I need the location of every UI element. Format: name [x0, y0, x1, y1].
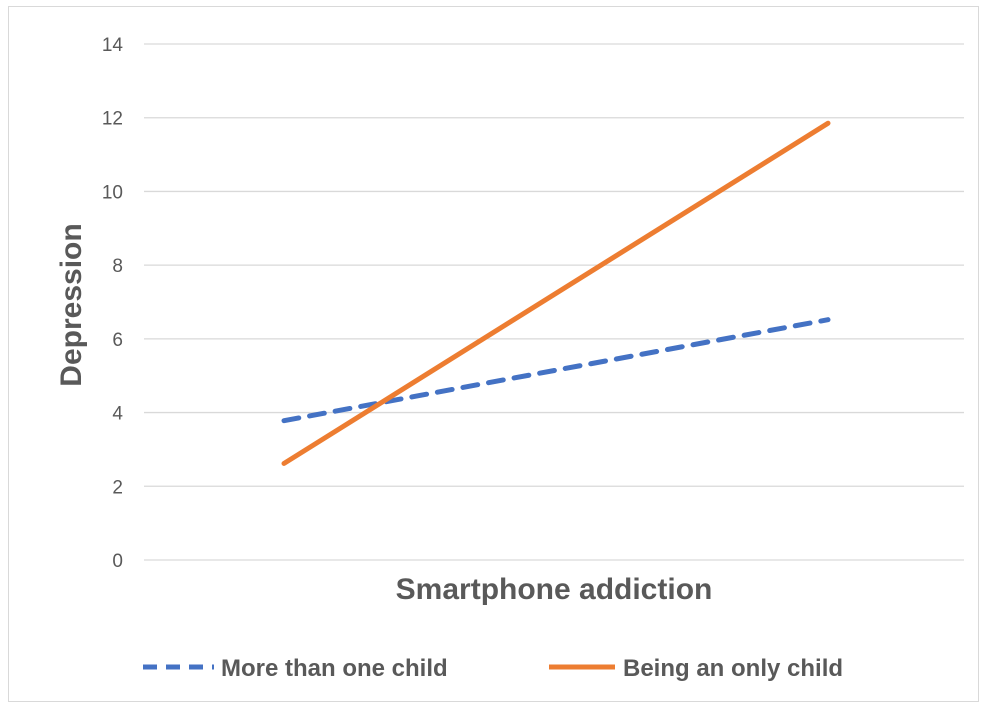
series-line-more-than-one-child: [281, 317, 831, 424]
legend-label-being-an-only-child: Being an only child: [623, 655, 843, 682]
series-line-being-an-only-child: [281, 120, 831, 466]
y-tick-label-0: 0: [112, 551, 123, 572]
gridlines: [144, 43, 964, 561]
y-axis-ticks: 0 2 4 6 8 10 12 14: [102, 35, 124, 572]
chart-frame: 0 2 4 6 8 10 12 14 Depression Smartphone addict…: [8, 6, 979, 702]
y-tick-label-4: 4: [112, 404, 123, 425]
legend-label-more-than-one-child: More than one child: [221, 655, 448, 682]
line-chart: 0 2 4 6 8 10 12 14 Depression Smartphone addict…: [55, 35, 964, 682]
x-axis-title: Smartphone addiction: [396, 573, 713, 606]
y-tick-label-6: 6: [112, 330, 123, 351]
legend: More than one child Being an only child: [143, 655, 843, 682]
y-tick-label-10: 10: [102, 182, 123, 203]
y-axis-title: Depression: [55, 223, 88, 386]
y-tick-label-8: 8: [112, 256, 123, 277]
y-tick-label-2: 2: [112, 477, 123, 498]
series-lines: [281, 120, 831, 466]
y-tick-label-12: 12: [102, 109, 123, 130]
y-tick-label-14: 14: [102, 35, 124, 56]
